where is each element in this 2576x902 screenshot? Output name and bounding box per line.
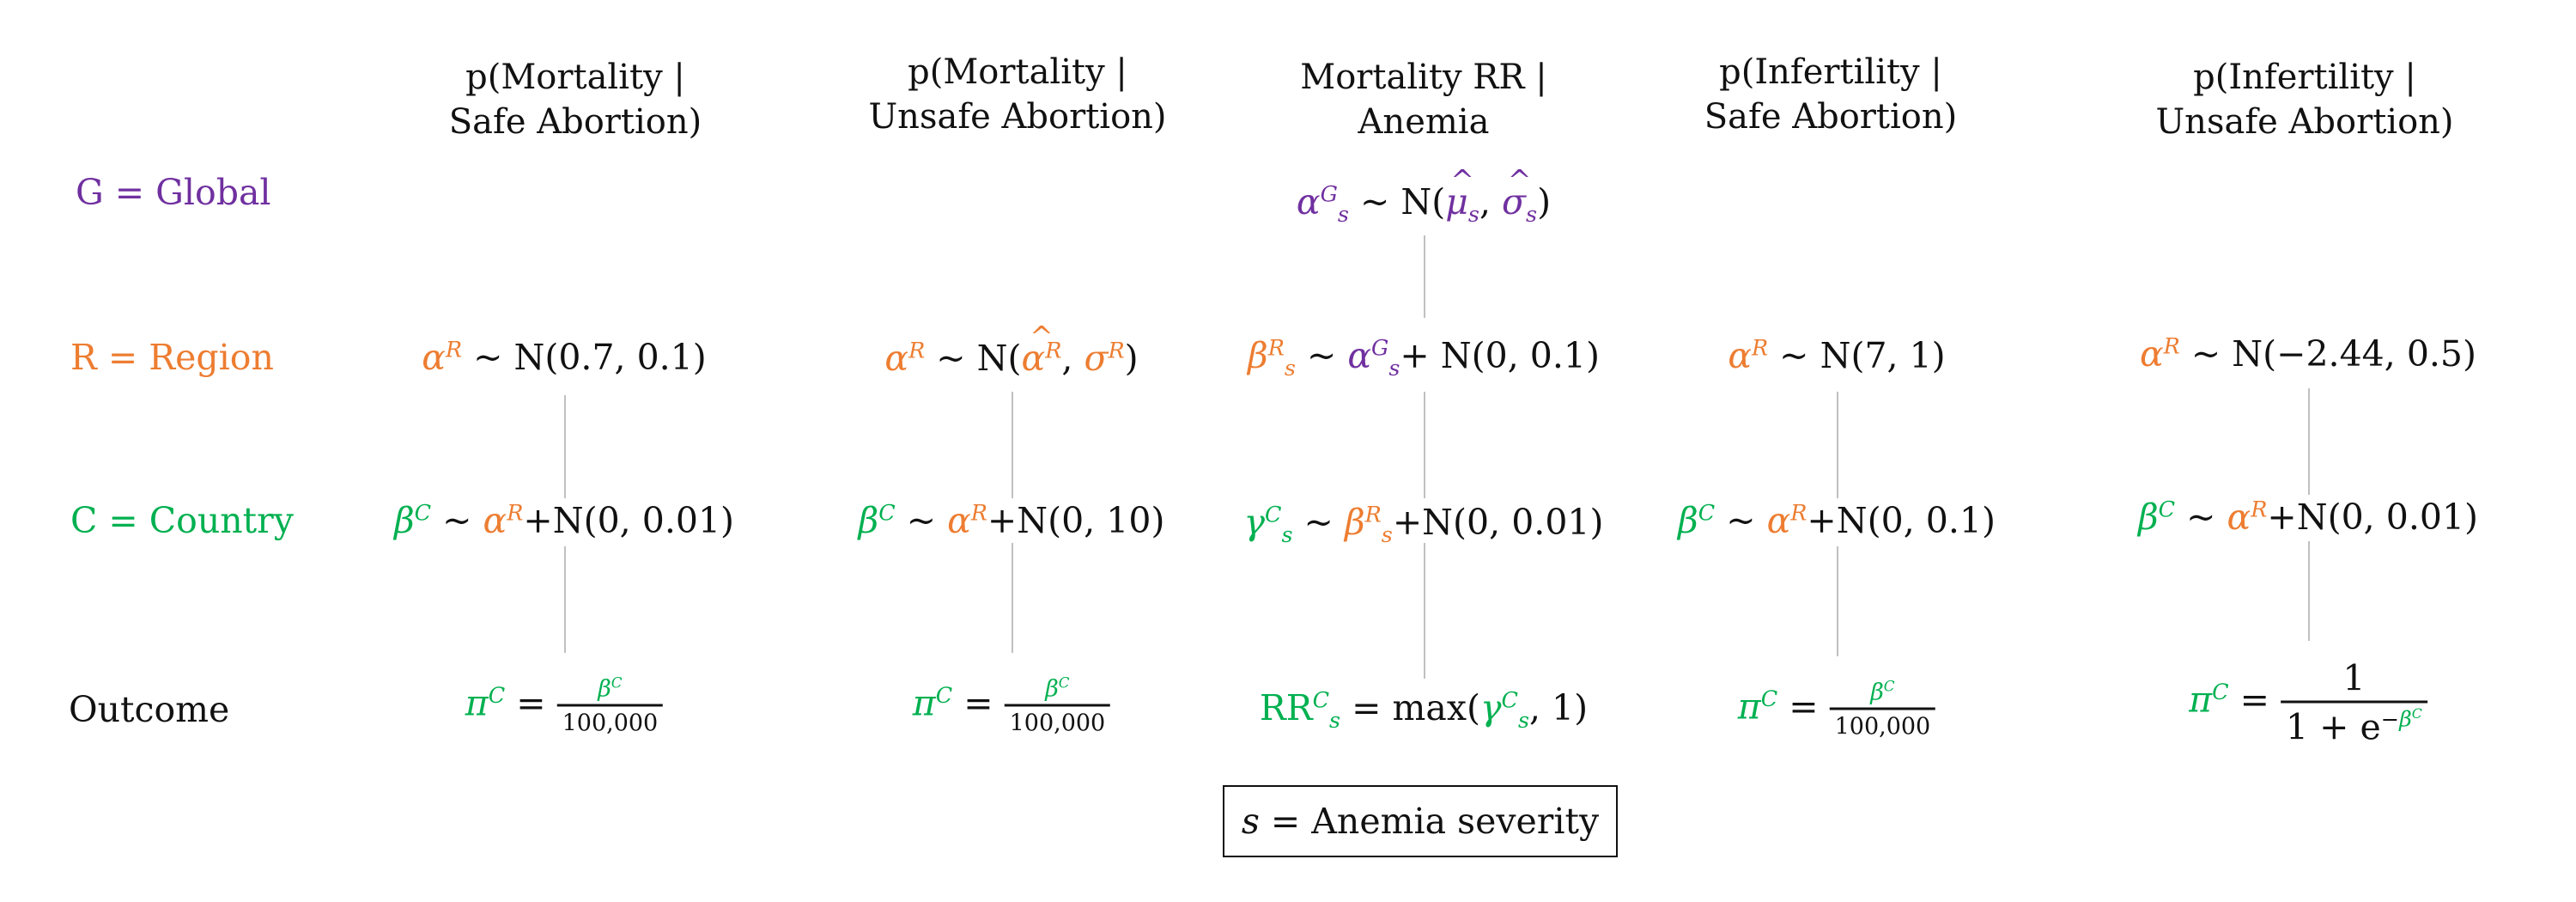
header-col-2-line2: Unsafe Abortion)	[868, 97, 1167, 137]
eq-region-col-4: αR ~ N(7, 1)	[1728, 334, 1946, 376]
header-col-5: p(Infertility | Unsafe Abortion)	[2124, 55, 2485, 144]
connector-line	[564, 395, 566, 498]
header-col-3: Mortality RR | Anemia	[1243, 55, 1604, 144]
connector-line	[2308, 388, 2310, 495]
header-col-5-line1: p(Infertility |	[2193, 58, 2416, 97]
header-col-3-line2: Anemia	[1358, 102, 1490, 142]
connector-line	[1837, 546, 1838, 656]
row-label-country: C = Country	[70, 500, 294, 541]
header-col-2-line1: p(Mortality |	[908, 52, 1127, 92]
connector-line	[1837, 392, 1838, 498]
eq-region-col-1: αR ~ N(0.7, 0.1)	[422, 336, 707, 378]
eq-outcome-col-2: πC = βC 100,000	[913, 675, 1111, 737]
eq-country-col-1: βC ~ αR+N(0, 0.01)	[393, 499, 735, 541]
eq-outcome-col-1: πC = βC 100,000	[465, 675, 664, 737]
header-col-1-line1: p(Mortality |	[465, 58, 685, 97]
eq-region-col-3: βRs ~ αGs+ N(0, 0.1)	[1248, 334, 1600, 381]
connector-line	[1012, 543, 1013, 653]
eq-country-col-5: βC ~ αR+N(0, 0.01)	[2137, 496, 2479, 538]
connector-line	[1424, 235, 1425, 318]
header-col-1: p(Mortality | Safe Abortion)	[395, 55, 756, 144]
header-col-1-line2: Safe Abortion)	[448, 102, 702, 142]
header-col-3-line1: Mortality RR |	[1300, 58, 1547, 97]
eq-outcome-col-4: πC = βC 100,000	[1738, 679, 1936, 740]
eq-global-alpha: αGs ~ N(^ μs, ^ σs)	[1296, 164, 1552, 228]
eq-country-col-3: γCs ~ βRs+N(0, 0.01)	[1243, 501, 1604, 548]
legend-variable: s	[1241, 801, 1260, 842]
eq-outcome-col-3: RRCs = max(γCs, 1)	[1259, 686, 1589, 734]
eq-country-col-4: βC ~ αR+N(0, 0.1)	[1678, 499, 1996, 541]
header-col-4-line2: Safe Abortion)	[1704, 97, 1958, 137]
legend-text: = Anemia severity	[1259, 801, 1600, 842]
eq-region-col-5: αR ~ N(−2.44, 0.5)	[2139, 332, 2477, 375]
header-col-4-line1: p(Infertility |	[1719, 52, 1942, 92]
legend-box: s = Anemia severity	[1223, 785, 1618, 857]
connector-line	[1424, 392, 1425, 498]
connector-line	[2308, 541, 2310, 641]
row-label-region: R = Region	[70, 337, 274, 378]
header-col-5-line2: Unsafe Abortion)	[2155, 102, 2454, 142]
eq-country-col-2: βC ~ αR+N(0, 10)	[858, 499, 1165, 541]
row-label-global: G = Global	[76, 172, 271, 213]
header-col-2: p(Mortality | Unsafe Abortion)	[837, 50, 1198, 139]
row-label-outcome: Outcome	[69, 689, 230, 730]
eq-region-col-2: αR ~ N(^ αR, σR)	[884, 320, 1139, 379]
connector-line	[564, 546, 566, 653]
header-col-4: p(Infertility | Safe Abortion)	[1650, 50, 2011, 139]
connector-line	[1012, 392, 1013, 498]
connector-line	[1424, 543, 1425, 679]
